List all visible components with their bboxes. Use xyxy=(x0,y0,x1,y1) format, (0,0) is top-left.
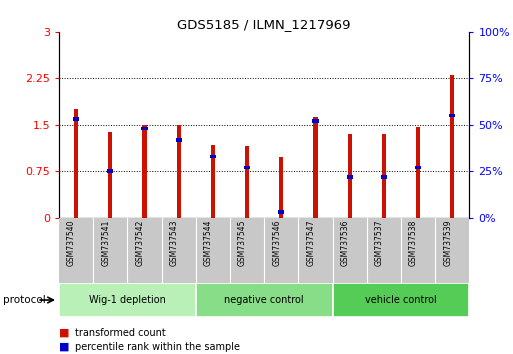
Bar xyxy=(416,127,420,218)
Bar xyxy=(176,125,181,218)
Text: GSM737536: GSM737536 xyxy=(341,220,350,266)
Text: ■: ■ xyxy=(59,328,69,338)
Text: protocol: protocol xyxy=(3,295,45,305)
Text: GSM737538: GSM737538 xyxy=(409,220,418,266)
Title: GDS5185 / ILMN_1217969: GDS5185 / ILMN_1217969 xyxy=(177,18,351,31)
Bar xyxy=(382,134,386,218)
Text: GSM737539: GSM737539 xyxy=(443,220,452,266)
Bar xyxy=(210,154,216,158)
Bar xyxy=(107,170,113,173)
Bar xyxy=(278,210,284,214)
Bar xyxy=(244,166,250,170)
Bar xyxy=(74,109,78,218)
Text: Wig-1 depletion: Wig-1 depletion xyxy=(89,295,166,305)
Bar xyxy=(108,132,112,218)
Text: percentile rank within the sample: percentile rank within the sample xyxy=(75,342,241,352)
Bar xyxy=(347,175,353,179)
Bar xyxy=(450,75,455,218)
Text: GSM737545: GSM737545 xyxy=(238,220,247,266)
Text: GSM737543: GSM737543 xyxy=(170,220,179,266)
Text: GSM737540: GSM737540 xyxy=(67,220,76,266)
Text: ■: ■ xyxy=(59,342,69,352)
Bar xyxy=(59,283,196,317)
Bar xyxy=(196,283,332,317)
Text: GSM737544: GSM737544 xyxy=(204,220,213,266)
Bar xyxy=(449,114,456,118)
Bar xyxy=(143,125,147,218)
Bar xyxy=(381,175,387,179)
Text: vehicle control: vehicle control xyxy=(365,295,437,305)
Bar xyxy=(175,138,182,142)
Text: GSM737547: GSM737547 xyxy=(306,220,315,266)
Text: GSM737542: GSM737542 xyxy=(135,220,145,266)
Text: GSM737537: GSM737537 xyxy=(375,220,384,266)
Bar xyxy=(312,119,319,123)
Bar xyxy=(73,118,79,121)
Bar xyxy=(142,127,148,130)
Bar xyxy=(348,134,352,218)
Text: negative control: negative control xyxy=(224,295,304,305)
Bar xyxy=(332,283,469,317)
Bar xyxy=(415,166,421,170)
Bar xyxy=(313,118,318,218)
Text: GSM737541: GSM737541 xyxy=(101,220,110,266)
Bar xyxy=(211,145,215,218)
Bar xyxy=(279,157,283,218)
Bar xyxy=(245,147,249,218)
Text: transformed count: transformed count xyxy=(75,328,166,338)
Text: GSM737546: GSM737546 xyxy=(272,220,281,266)
